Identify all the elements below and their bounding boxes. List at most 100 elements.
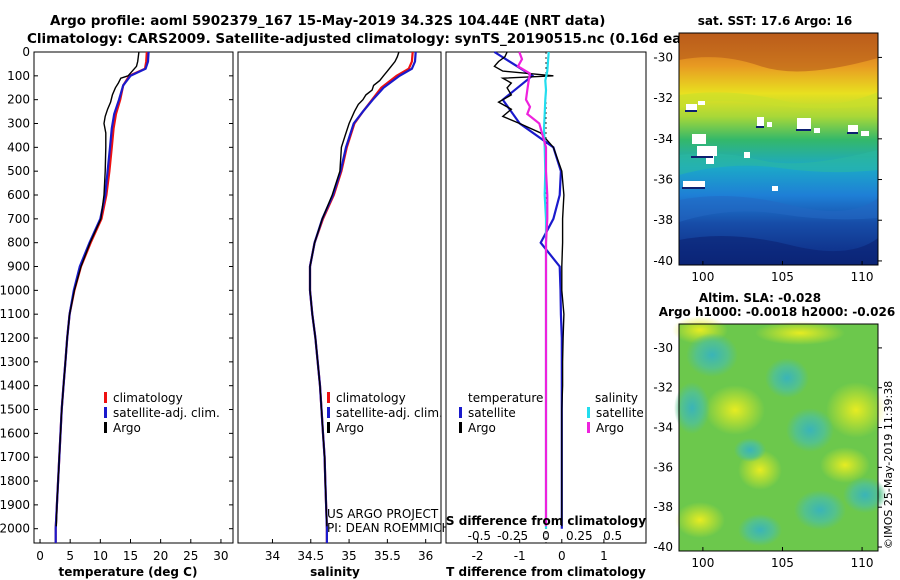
x-tick-label: 0 [558, 549, 566, 563]
legend-temp-satellite-label: satellite [468, 406, 516, 420]
s-difference-axis: -0.5 -0.25 0 0.25 0.5 [468, 529, 623, 543]
legend-climatology-swatch [104, 392, 107, 403]
legend-temp-satellite-swatch [459, 407, 462, 418]
map-y-tick-label: -38 [653, 500, 673, 514]
salinity-legend: climatology satellite-adj. clim. Argo [327, 391, 443, 435]
sla-map: Altim. SLA: -0.028 Argo h1000: -0.0018 h… [653, 291, 895, 570]
map-x-tick-label: 100 [691, 556, 714, 570]
legend-climatology-label: climatology [336, 391, 406, 405]
map-x-tick-label: 105 [771, 556, 794, 570]
x-tick-label: 34 [265, 549, 280, 563]
salinity-x-axis: 34 34.5 35 35.5 36 [265, 539, 433, 563]
t-difference-x-axis: -2 -1 0 1 [472, 539, 608, 563]
figure-title-line1: Argo profile: aoml 5902379_167 15-May-20… [50, 13, 605, 29]
legend-satellite-label: satellite-adj. clim. [336, 406, 443, 420]
map-y-tick-label: -40 [653, 540, 673, 554]
temperature-panel: 0100200300400500600700800900100011001200… [0, 45, 646, 579]
legend-temp-argo-label: Argo [468, 421, 496, 435]
depth-tick-label: 700 [7, 212, 30, 226]
sla-map-axes: 100 105 110 -30 -32 -34 -36 -38 -40 [653, 341, 882, 570]
sst-map-axes: 100 105 110 -30 -32 -34 -36 -38 -40 [653, 50, 882, 284]
x-tick-label: 1 [600, 549, 608, 563]
legend-temperature-heading: temperature [468, 391, 543, 405]
map-y-tick-label: -34 [653, 132, 673, 146]
x-tick-label: 35.5 [374, 549, 401, 563]
x-tick-label: 20 [153, 549, 168, 563]
temperature-xlabel: temperature (deg C) [59, 565, 198, 579]
figure-title-line2: Climatology: CARS2009. Satellite-adjuste… [27, 31, 719, 47]
depth-tick-label: 0 [22, 45, 30, 59]
x-tick-label: 36 [418, 549, 433, 563]
legend-climatology-swatch [327, 392, 330, 403]
map-x-tick-label: 110 [851, 556, 874, 570]
x-tick-label: 5 [66, 549, 74, 563]
map-y-tick-label: -36 [653, 460, 673, 474]
map-x-tick-label: 110 [851, 270, 874, 284]
salinity-xlabel: salinity [310, 565, 360, 579]
depth-tick-label: 1000 [0, 283, 30, 297]
depth-tick-label: 1200 [0, 331, 30, 345]
legend-salinity-heading: salinity [595, 391, 638, 405]
depth-tick-label: 1100 [0, 307, 30, 321]
x-tick-label: 10 [93, 549, 108, 563]
depth-tick-label: 1800 [0, 474, 30, 488]
x-tick-label: 34.5 [297, 549, 324, 563]
s-difference-label: S difference from climatology [446, 514, 646, 528]
map-y-tick-label: -32 [653, 91, 673, 105]
sst-map-title: sat. SST: 17.6 Argo: 16 [698, 14, 852, 28]
x-tick-label: -2 [472, 549, 484, 563]
t-difference-xlabel: T difference from climatology [446, 565, 646, 579]
legend-satellite-label: satellite-adj. clim. [113, 406, 220, 420]
depth-tick-label: 300 [7, 117, 30, 131]
salinity-panel: 34 34.5 35 35.5 36 salinity climatology sate… [237, 51, 450, 579]
depth-tick-label: 1700 [0, 450, 30, 464]
legend-argo-swatch [327, 422, 330, 433]
map-y-tick-label: -38 [653, 213, 673, 227]
legend-sal-argo-label: Argo [596, 421, 624, 435]
legend-satellite-swatch [327, 407, 330, 418]
difference-legend: temperature satellite Argo salinity sate… [459, 391, 644, 435]
depth-tick-label: 500 [7, 164, 30, 178]
map-x-tick-label: 105 [771, 270, 794, 284]
legend-sal-argo-swatch [587, 422, 590, 433]
s-diff-tick-label: 0 [542, 529, 550, 543]
series-line-temperature-argo [493, 51, 565, 527]
legend-satellite-swatch [104, 407, 107, 418]
sla-map-frame [678, 323, 879, 552]
map-y-tick-label: -40 [653, 254, 673, 268]
series-line-salinity-argo [516, 51, 549, 527]
depth-tick-label: 1500 [0, 403, 30, 417]
temperature-x-axis: 0 5 10 15 20 25 30 [36, 539, 229, 563]
sst-map-texture [679, 33, 878, 265]
depth-tick-label: 800 [7, 236, 30, 250]
legend-sal-satellite-label: satellite [596, 406, 644, 420]
depth-tick-label: 100 [7, 69, 30, 83]
depth-tick-label: 2000 [0, 522, 30, 536]
x-tick-label: 25 [183, 549, 198, 563]
legend-argo-label: Argo [113, 421, 141, 435]
salinity-plot-frame [237, 51, 442, 544]
depth-tick-label: 200 [7, 93, 30, 107]
map-y-tick-label: -34 [653, 421, 673, 435]
legend-temp-argo-swatch [459, 422, 462, 433]
x-tick-label: -1 [514, 549, 526, 563]
depth-tick-label: 900 [7, 260, 30, 274]
depth-tick-label: 400 [7, 140, 30, 154]
depth-tick-label: 1900 [0, 498, 30, 512]
legend-argo-swatch [104, 422, 107, 433]
legend-climatology-label: climatology [113, 391, 183, 405]
imos-timestamp: ©IMOS 25-May-2019 11:39:38 [882, 381, 895, 549]
legend-argo-label: Argo [336, 421, 364, 435]
map-y-tick-label: -32 [653, 381, 673, 395]
x-tick-label: 35 [341, 549, 356, 563]
difference-panel: -2 -1 0 1 -0.5 -0.25 0 0.25 0.5 T difference fr… [445, 51, 647, 579]
map-x-tick-label: 100 [691, 270, 714, 284]
sla-map-title-line1: Altim. SLA: -0.028 [699, 291, 821, 305]
map-y-tick-label: -30 [653, 50, 673, 64]
depth-tick-label: 1400 [0, 379, 30, 393]
x-tick-label: 30 [213, 549, 228, 563]
sla-map-title-line2: Argo h1000: -0.0018 h2000: -0.026 [659, 305, 895, 319]
s-diff-tick-label: -0.25 [497, 529, 528, 543]
